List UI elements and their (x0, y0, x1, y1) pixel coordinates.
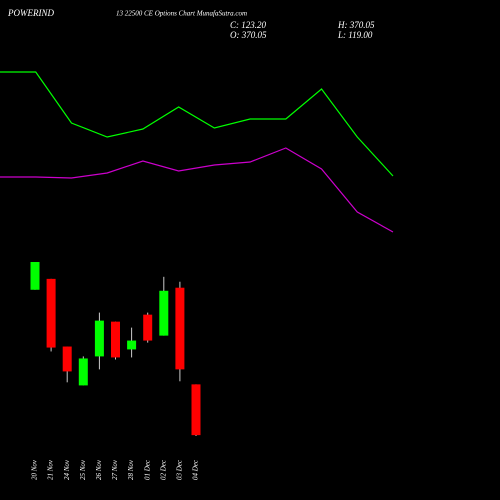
candle-body (111, 321, 120, 358)
x-tick-label: 25 Nov (79, 459, 87, 480)
candle-body (62, 346, 72, 372)
candle-body (127, 340, 137, 350)
x-tick-label: 20 Nov (31, 459, 39, 480)
x-tick-label: 02 Dec (159, 459, 167, 480)
candle-body (191, 384, 201, 436)
candle-body (94, 320, 104, 357)
x-tick-label: 21 Nov (47, 459, 55, 480)
candle-body (46, 278, 56, 348)
candle-body (30, 262, 40, 290)
x-tick-label: 26 Nov (95, 459, 103, 480)
candle-body (175, 287, 185, 370)
candle-body (143, 314, 153, 341)
x-tick-label: 04 Dec (192, 459, 200, 480)
ohlc-label: L: 119.00 (337, 30, 373, 40)
line (0, 71, 394, 177)
x-tick-label: 01 Dec (143, 459, 151, 480)
ohlc-label: C: 123.20 (230, 20, 267, 30)
line (0, 147, 394, 233)
x-tick-label: 28 Nov (127, 459, 135, 480)
candle-body (159, 290, 169, 336)
candle-body (78, 358, 88, 386)
x-tick-label: 24 Nov (63, 459, 71, 480)
ohlc-label: O: 370.05 (230, 30, 267, 40)
ohlc-label: H: 370.05 (337, 20, 375, 30)
chart-title: POWERIND (7, 8, 54, 18)
x-tick-label: 03 Dec (176, 459, 184, 480)
x-tick-label: 27 Nov (111, 459, 119, 480)
chart-subtitle: 13 22500 CE Options Chart MunafaSutra.co… (116, 10, 247, 18)
